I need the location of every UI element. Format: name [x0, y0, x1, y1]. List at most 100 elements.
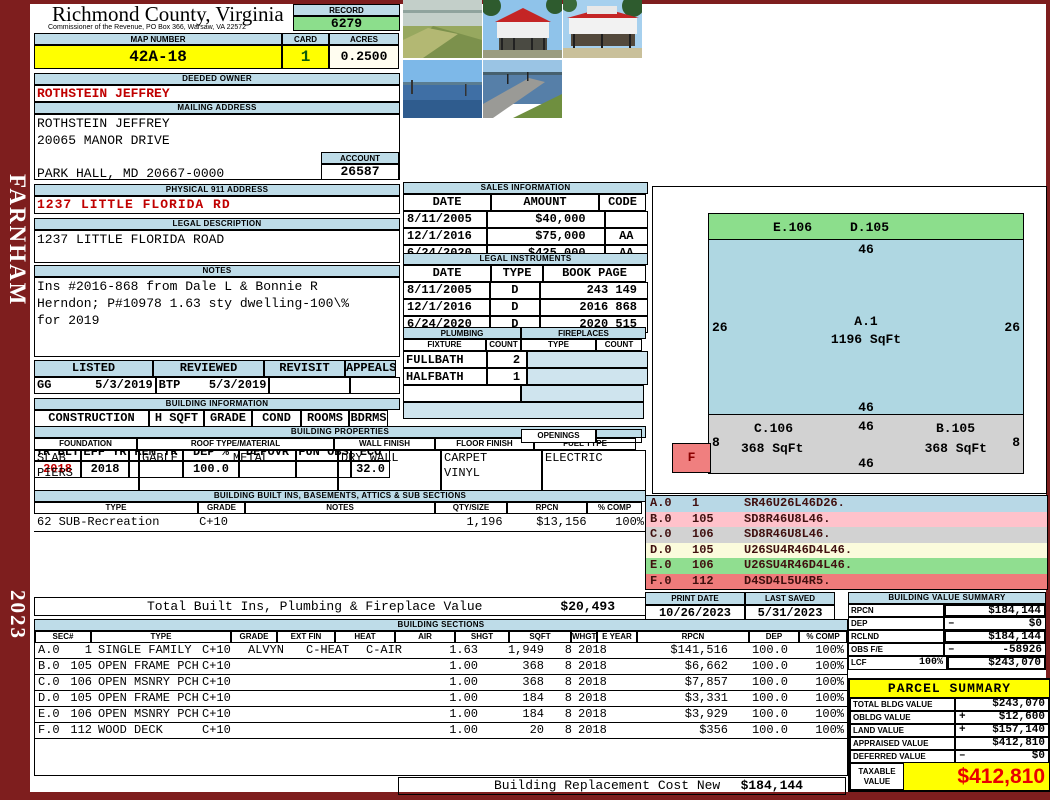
- photo-marsh-grass: [403, 0, 482, 58]
- bs-extfin: ALVYN: [248, 643, 285, 657]
- sketch-dim-left: 26: [712, 320, 728, 335]
- sketch-label-e106: E.106: [772, 220, 812, 235]
- bvs-pct: 100%: [918, 657, 943, 668]
- parcel-row: DEFERRED VALUE – $0: [850, 750, 1049, 763]
- floor-finish-value: CARPET VINYL: [441, 450, 542, 492]
- parcel-row: APPRAISED VALUE $412,810: [850, 737, 1049, 750]
- bs-air: [366, 723, 426, 738]
- parcel-value: $0: [1031, 750, 1045, 762]
- building-sketch: E.106 D.105 46 26 26 A.1 1196 SqFt 46 8 …: [652, 186, 1047, 494]
- sketch-code-row: A.0 1 SR46U26L46D26.: [646, 496, 1047, 512]
- bs-extfin: [248, 707, 306, 722]
- sales-code: [604, 211, 648, 228]
- bs-num: 106: [70, 675, 92, 689]
- sketch-dim-8-left: 8: [712, 435, 720, 450]
- sketch-code-row: F.0 112 D4SD4L5U4R5.: [646, 573, 1047, 589]
- photo-house-red-roof-rear: [563, 0, 642, 58]
- commissioner-line: Commissioner of the Revenue, PO Box 366,…: [48, 24, 247, 31]
- photo-open-water-view: [403, 60, 482, 118]
- replacement-cost-value: $184,144: [740, 778, 803, 793]
- legal-bookpage: 2016 868: [539, 299, 648, 316]
- appeals-label: APPEALS: [345, 360, 396, 377]
- building-section-row: E.0 106 OPEN MSNRY PCH C+10 1.00 184 8 2…: [35, 707, 847, 723]
- physical-address-value: 1237 LITTLE FLORIDA RD: [34, 196, 400, 214]
- record-label: RECORD: [293, 4, 400, 16]
- photo-strip: [403, 0, 647, 120]
- mailing-line-3: PARK HALL, MD 20667-0000: [37, 166, 225, 180]
- floor-finish-line1: CARPET: [444, 451, 488, 465]
- bvs-label: RPCN: [851, 606, 874, 615]
- sketch-code-row: D.0 105 U26SU4R46D4L46.: [646, 542, 1047, 558]
- code-string: U26SU4R46D4L46.: [744, 558, 853, 572]
- built-ins-comp: 100%: [615, 515, 644, 529]
- code-num: 106: [692, 558, 714, 572]
- code-num: 112: [692, 573, 714, 588]
- sales-information-label: SALES INFORMATION: [403, 182, 648, 194]
- bs-whgt: 8: [564, 659, 572, 673]
- bs-num: 105: [70, 659, 92, 673]
- account-box: ACCOUNT 26587: [321, 152, 399, 179]
- built-ins-qty: 1,196: [466, 515, 503, 529]
- bs-eyear: 2018: [578, 659, 607, 673]
- listed-date: 5/3/2019: [95, 378, 153, 392]
- sketch-section-c106: C.106: [754, 421, 794, 436]
- year-label: 2023: [6, 590, 30, 640]
- card-label: CARD: [282, 33, 329, 45]
- grade-label: GRADE: [204, 410, 252, 427]
- bdrms-label: BDRMS: [349, 410, 388, 427]
- bs-sec: D.0: [38, 691, 60, 705]
- bvs-value: -58926: [1002, 644, 1042, 656]
- sales-code-label: CODE: [599, 194, 646, 211]
- parcel-label: LAND VALUE: [850, 724, 955, 737]
- bs-extfin: [248, 675, 306, 690]
- bs-num: 112: [70, 723, 92, 737]
- legal-row: 12/1/2016 D 2016 868: [403, 299, 648, 316]
- bs-eyear: 2018: [578, 707, 607, 721]
- code-num: 106: [692, 527, 714, 541]
- notes-line-3: for 2019: [37, 313, 100, 328]
- deeded-owner-value: ROTHSTEIN JEFFREY: [34, 85, 400, 102]
- bvs-value: $184,144: [988, 631, 1041, 643]
- district-label: FARNHAM: [5, 173, 30, 307]
- reviewed-label: REVIEWED: [153, 360, 264, 377]
- bs-sec: F.0: [38, 723, 60, 737]
- bs-air: [366, 675, 426, 690]
- replacement-cost-label: Building Replacement Cost New: [494, 778, 721, 793]
- notes-line-2: Herndon; P#10978 1.63 sty dwelling-100\%: [37, 296, 350, 311]
- code-string: SD8R46U8L46.: [744, 511, 831, 526]
- sketch-c106-sqft: 368 SqFt: [741, 441, 804, 456]
- cond-label: COND: [252, 410, 301, 427]
- last-saved-label: LAST SAVED: [745, 592, 835, 605]
- legal-date-label: DATE: [403, 265, 491, 282]
- acres-value: 0.2500: [329, 45, 399, 69]
- wall-finish-value: DRY WALL: [338, 450, 441, 492]
- taxable-label-line2: VALUE: [863, 777, 891, 786]
- bvs-row: RCLND $184,144: [848, 630, 1046, 643]
- sketch-label-d105: D.105: [850, 220, 890, 235]
- bs-eyear: 2018: [578, 643, 607, 657]
- built-ins-notes-label: NOTES: [245, 502, 435, 514]
- building-properties: BUILDING PROPERTIES FOUNDATION ROOF TYPE…: [34, 426, 646, 492]
- code-sec: F.0: [650, 573, 672, 588]
- plumbing-row: HALFBATH 1: [403, 368, 648, 385]
- bvs-row: DEP – $0: [848, 617, 1046, 630]
- parcel-label: DEFERRED VALUE: [850, 750, 955, 763]
- legal-instruments-label: LEGAL INSTRUMENTS: [403, 253, 648, 265]
- bs-comp: 100%: [815, 707, 844, 721]
- sketch-main-section: 46 26 26 A.1 1196 SqFt 46: [708, 239, 1024, 417]
- building-sections-label: BUILDING SECTIONS: [35, 620, 847, 631]
- empty-band: [403, 402, 644, 419]
- bvs-sign: –: [948, 618, 955, 630]
- bs-whgt: 8: [564, 675, 572, 689]
- bs-sqft: 20: [529, 723, 544, 737]
- legal-type-label: TYPE: [491, 265, 543, 282]
- bvs-value: $0: [1028, 618, 1042, 630]
- deeded-owner-label: DEEDED OWNER: [34, 73, 400, 85]
- bs-comp: 100%: [815, 643, 844, 657]
- parcel-value: $243,070: [992, 698, 1045, 710]
- sales-amount: $75,000: [487, 228, 605, 245]
- code-string: D4SD4L5U4R5.: [744, 573, 831, 588]
- replacement-cost-footer: Building Replacement Cost New $184,144: [398, 777, 846, 795]
- sketch-dim-right: 26: [1004, 320, 1020, 335]
- built-ins-label: BUILDING BUILT INS, BASEMENTS, ATTICS & …: [34, 490, 646, 502]
